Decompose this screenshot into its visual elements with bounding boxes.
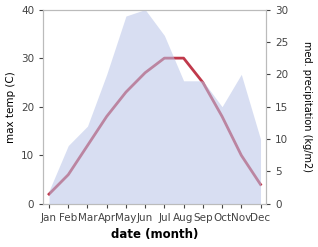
X-axis label: date (month): date (month) — [111, 228, 198, 242]
Y-axis label: max temp (C): max temp (C) — [5, 71, 16, 143]
Y-axis label: med. precipitation (kg/m2): med. precipitation (kg/m2) — [302, 41, 313, 172]
